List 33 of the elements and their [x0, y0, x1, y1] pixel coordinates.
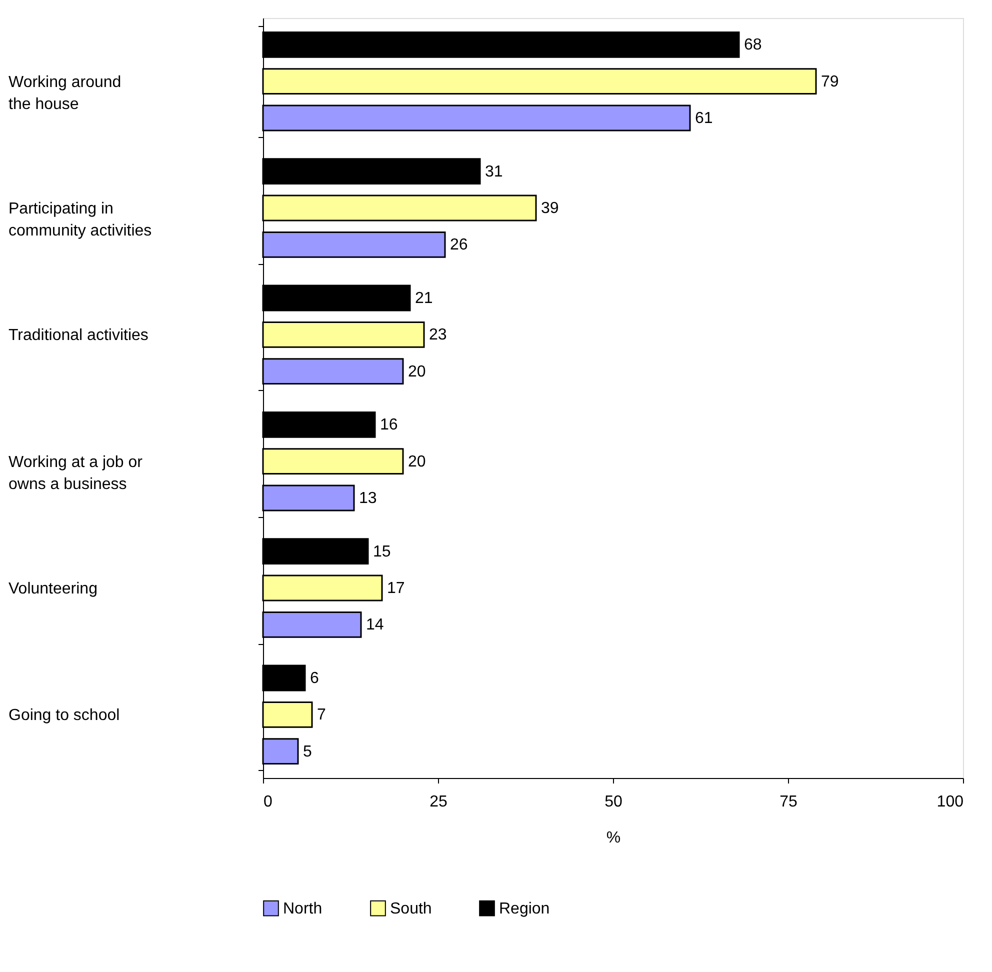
data-label: 68	[744, 36, 762, 54]
x-tick-label: 0	[264, 794, 272, 810]
data-label: 21	[415, 290, 433, 307]
x-tick-label: 100	[936, 794, 964, 810]
y-tick-label: Working around the house	[8, 74, 122, 113]
data-label: 15	[373, 543, 391, 560]
y-tick-label: Going to school	[8, 707, 120, 724]
x-tick-label: 50	[604, 794, 622, 810]
data-label: 13	[359, 490, 377, 507]
x-tick-label: 25	[430, 794, 448, 810]
data-label: 39	[541, 200, 559, 217]
data-label: 79	[821, 73, 839, 90]
data-label: 23	[429, 326, 447, 344]
data-label: 17	[387, 580, 405, 597]
y-tick-label: Volunteering	[8, 580, 98, 598]
data-label: 26	[450, 236, 468, 254]
y-tick-label: Working at a job or owns a business	[8, 454, 144, 493]
data-label: 16	[380, 416, 398, 434]
data-label: 7	[317, 706, 326, 724]
legend-label: Region	[499, 900, 550, 918]
data-label: 20	[408, 363, 426, 380]
data-label: 61	[695, 110, 713, 127]
data-label: 20	[408, 453, 426, 470]
x-axis-title: %	[606, 830, 621, 846]
data-label: 31	[485, 163, 503, 180]
x-tick-label: 75	[780, 794, 798, 810]
data-label: 14	[366, 616, 384, 634]
data-label: 6	[310, 670, 319, 687]
legend-label: North	[283, 900, 322, 918]
legend-label: South	[390, 900, 432, 918]
y-tick-label: Participating in community activities	[8, 200, 152, 240]
y-tick-label: Traditional activities	[8, 327, 148, 344]
data-label: 5	[303, 743, 312, 760]
